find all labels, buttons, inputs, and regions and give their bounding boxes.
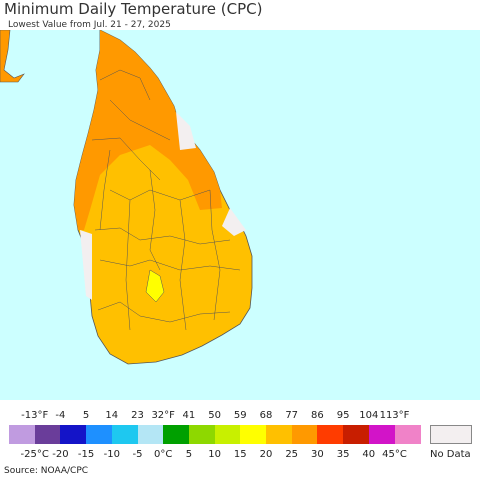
legend-swatch — [368, 425, 395, 444]
ocean-background — [0, 30, 480, 400]
fahrenheit-tick-label: 5 — [82, 410, 90, 421]
legend-swatch — [163, 425, 190, 444]
fahrenheit-tick-label: 41 — [182, 410, 196, 421]
legend-swatch — [214, 425, 241, 444]
legend-swatch — [343, 425, 370, 444]
legend-swatch — [291, 425, 318, 444]
celsius-tick-label: 35 — [336, 449, 350, 460]
celsius-tick-label: 10 — [208, 449, 221, 460]
district-borders — [91, 69, 241, 331]
fahrenheit-tick-label: 104 — [359, 410, 379, 421]
legend-swatch — [111, 425, 138, 444]
fahrenheit-tick-label: 68 — [259, 410, 273, 421]
celsius-tick-label: 25 — [285, 449, 299, 460]
legend-swatch — [34, 425, 61, 444]
fahrenheit-tick-label: 77 — [285, 410, 299, 421]
fahrenheit-tick-label: 23 — [131, 410, 144, 421]
map-subtitle: Lowest Value from Jul. 21 - 27, 2025 — [8, 20, 171, 30]
nodata-swatch — [430, 425, 472, 444]
legend-swatch — [86, 425, 113, 444]
fahrenheit-tick-label: 86 — [311, 410, 324, 421]
celsius-tick-label: -20 — [52, 449, 69, 460]
fahrenheit-tick-label: -4 — [55, 410, 66, 421]
fahrenheit-tick-label: 14 — [105, 410, 119, 421]
legend-swatch — [266, 425, 293, 444]
celsius-tick-label: 20 — [259, 449, 273, 460]
fahrenheit-tick-label: 113°F — [379, 410, 410, 421]
celsius-tick-label: 5 — [185, 449, 193, 460]
celsius-tick-label: 0°C — [154, 449, 173, 460]
legend-swatch — [188, 425, 216, 444]
india-landmass — [0, 30, 25, 83]
fahrenheit-tick-label: 59 — [233, 410, 247, 421]
orange-zone-north — [74, 30, 222, 230]
source-credit: Source: NOAA/CPC — [4, 466, 89, 476]
fahrenheit-tick-label: 32°F — [151, 410, 175, 421]
nodata-patch-southeast — [222, 208, 246, 236]
legend-swatch — [394, 425, 421, 444]
celsius-tick-label: 40 — [362, 449, 376, 460]
celsius-tick-label: -15 — [77, 449, 95, 460]
map-title: Minimum Daily Temperature (CPC) — [4, 0, 263, 18]
legend-swatch — [9, 425, 36, 444]
nodata-patch-west — [80, 230, 92, 300]
celsius-tick-label: -10 — [103, 449, 120, 460]
nodata-patch-east — [176, 112, 196, 150]
temperature-map — [0, 30, 480, 400]
celsius-tick-label: -25°C — [20, 449, 49, 460]
legend-swatch — [240, 425, 267, 444]
legend-swatch — [60, 425, 87, 444]
yellow-hotspot — [145, 269, 165, 303]
celsius-tick-label: 30 — [311, 449, 324, 460]
fahrenheit-tick-label: 95 — [336, 410, 350, 421]
legend-swatch — [317, 425, 344, 444]
celsius-tick-label: 15 — [233, 449, 247, 460]
nodata-label: No Data — [430, 449, 471, 460]
celsius-tick-label: -5 — [132, 449, 143, 460]
celsius-tick-label: 45°C — [382, 449, 407, 460]
fahrenheit-tick-label: 50 — [208, 410, 221, 421]
legend-swatch — [137, 425, 164, 444]
fahrenheit-tick-label: -13°F — [21, 410, 49, 421]
